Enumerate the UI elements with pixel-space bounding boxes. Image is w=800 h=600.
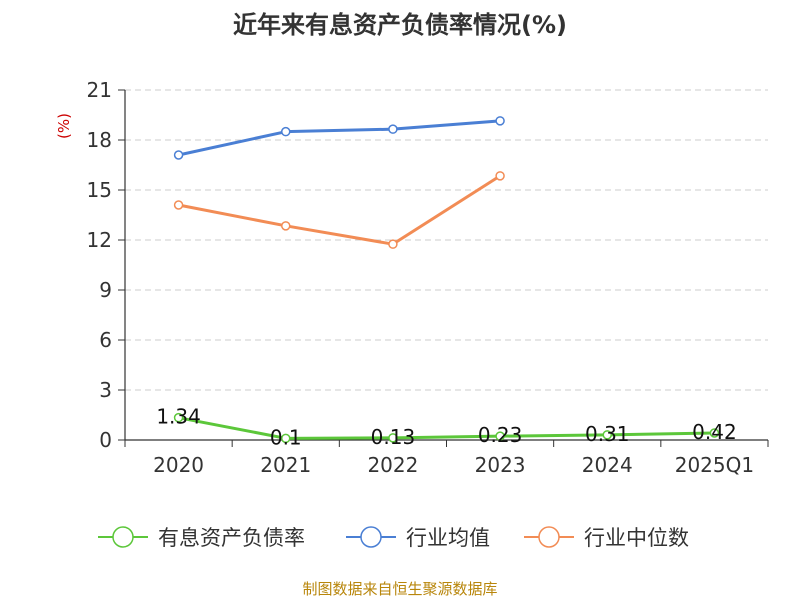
series-0-point[interactable] — [602, 430, 612, 440]
series-0-data-label: 0.1 — [270, 425, 302, 449]
x-axis-tick-label: 2020 — [153, 453, 204, 477]
series-0-point[interactable] — [388, 433, 398, 443]
series-2-point[interactable] — [281, 221, 291, 231]
series-1-line — [178, 119, 501, 157]
y-axis-unit-label: (%) — [55, 113, 73, 139]
series-2-point[interactable] — [173, 200, 184, 210]
series-lines — [173, 116, 720, 444]
legend-label: 有息资产负债率 — [158, 526, 305, 550]
legend-label: 行业中位数 — [584, 526, 689, 550]
chart-title: 近年来有息资产负债率情况(%) — [233, 11, 567, 39]
series-2-line — [178, 174, 501, 246]
x-axis-tick-label: 2025Q1 — [675, 453, 754, 477]
data-labels: 1.34 0.1 0.13 0.23 0.31 0.42 — [156, 405, 736, 450]
legend-swatch-marker — [360, 526, 382, 548]
series-1-point[interactable] — [173, 150, 184, 160]
y-axis-tick-label: 0 — [99, 428, 112, 452]
y-axis-tick-label: 15 — [87, 178, 112, 202]
legend-swatch-marker — [538, 526, 560, 548]
series-0-data-label: 0.13 — [371, 425, 416, 449]
series-0-point[interactable] — [709, 428, 720, 438]
source-note: 制图数据来自恒生聚源数据库 — [302, 580, 497, 598]
y-axis-tick-label: 18 — [87, 128, 112, 152]
series-0-data-label: 0.31 — [585, 422, 630, 446]
y-axis-tick-label: 6 — [99, 328, 112, 352]
y-axis-tick-label: 12 — [87, 228, 112, 252]
series-2-point[interactable] — [388, 239, 398, 249]
legend-item-0[interactable]: 有息资产负债率 — [98, 526, 305, 550]
series-0-data-label: 1.34 — [156, 405, 201, 429]
legend-swatch-marker — [112, 526, 134, 548]
series-0-line — [178, 416, 715, 440]
x-axis-tick-label: 2024 — [582, 453, 633, 477]
legend-item-2[interactable]: 行业中位数 — [524, 526, 689, 550]
series-0-point[interactable] — [281, 433, 291, 444]
series-1-point[interactable] — [281, 126, 291, 137]
series-1-point[interactable] — [495, 116, 505, 126]
x-axis-tick-label: 2023 — [475, 453, 526, 477]
grid-lines — [125, 89, 768, 391]
series-2-point[interactable] — [495, 171, 505, 181]
legend-label: 行业均值 — [406, 526, 490, 550]
series-1-point[interactable] — [388, 124, 398, 134]
series-0-point[interactable] — [173, 412, 184, 423]
y-axis-tick-label: 21 — [87, 78, 112, 102]
y-axis-tick-label: 9 — [99, 278, 112, 302]
series-0-data-label: 0.23 — [478, 423, 523, 447]
y-axis-tick-label: 3 — [99, 378, 112, 402]
series-0-data-label: 0.42 — [692, 420, 737, 444]
x-axis-tick-label: 2022 — [367, 453, 418, 477]
legend[interactable]: 有息资产负债率 行业均值 行业中位数 — [98, 526, 689, 550]
x-axis-tick-label: 2021 — [260, 453, 311, 477]
series-0-point[interactable] — [495, 431, 505, 441]
legend-item-1[interactable]: 行业均值 — [346, 526, 490, 550]
axes: 0 3 6 9 12 15 18 21 2020 2021 2022 2023 2024 2025Q1 — [87, 78, 769, 477]
